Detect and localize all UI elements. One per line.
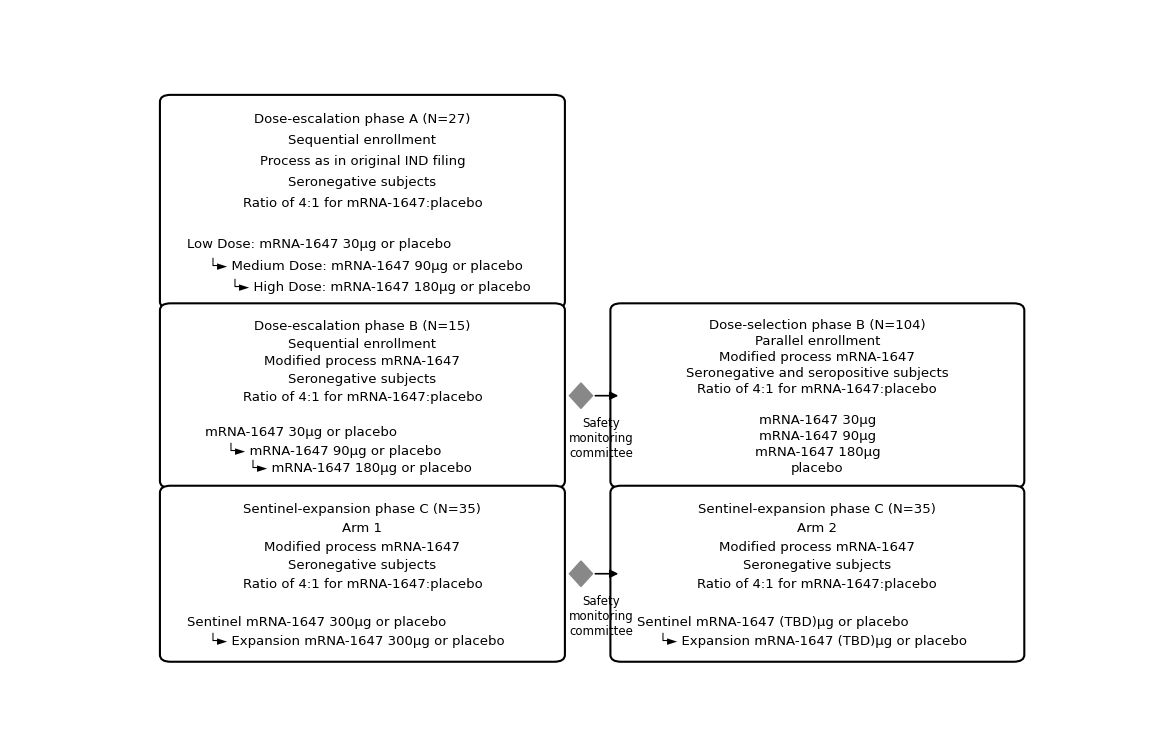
Text: Seronegative subjects: Seronegative subjects [289,373,436,386]
Text: └► Expansion mRNA-1647 (TBD)μg or placebo: └► Expansion mRNA-1647 (TBD)μg or placeb… [660,633,968,648]
Text: └► Expansion mRNA-1647 300μg or placebo: └► Expansion mRNA-1647 300μg or placebo [209,633,504,648]
Text: Dose-escalation phase A (N=27): Dose-escalation phase A (N=27) [254,114,471,126]
Text: └► mRNA-1647 90μg or placebo: └► mRNA-1647 90μg or placebo [227,442,441,458]
Text: Low Dose: mRNA-1647 30μg or placebo: Low Dose: mRNA-1647 30μg or placebo [186,238,451,251]
Text: mRNA-1647 180μg: mRNA-1647 180μg [755,446,881,459]
Text: Sequential enrollment: Sequential enrollment [289,134,436,147]
Text: mRNA-1647 30μg or placebo: mRNA-1647 30μg or placebo [205,426,397,439]
Text: mRNA-1647 90μg: mRNA-1647 90μg [759,430,876,443]
FancyBboxPatch shape [160,95,565,308]
Text: Safety
monitoring
committee: Safety monitoring committee [569,417,633,460]
Text: Sentinel-expansion phase C (N=35): Sentinel-expansion phase C (N=35) [244,503,481,516]
Text: Process as in original IND filing: Process as in original IND filing [260,155,465,168]
Text: Ratio of 4:1 for mRNA-1647:placebo: Ratio of 4:1 for mRNA-1647:placebo [698,383,937,396]
Text: Dose-escalation phase B (N=15): Dose-escalation phase B (N=15) [254,320,471,333]
Polygon shape [570,561,593,587]
FancyBboxPatch shape [160,486,565,662]
Text: Sentinel-expansion phase C (N=35): Sentinel-expansion phase C (N=35) [699,503,936,516]
FancyBboxPatch shape [160,303,565,488]
Text: Ratio of 4:1 for mRNA-1647:placebo: Ratio of 4:1 for mRNA-1647:placebo [698,578,937,591]
Text: Seronegative subjects: Seronegative subjects [289,559,436,572]
Polygon shape [570,383,593,408]
Text: Parallel enrollment: Parallel enrollment [755,335,881,348]
FancyBboxPatch shape [610,303,1024,488]
Text: Modified process mRNA-1647: Modified process mRNA-1647 [719,351,915,364]
Text: Arm 1: Arm 1 [342,522,382,535]
Text: Seronegative subjects: Seronegative subjects [744,559,891,572]
Text: Modified process mRNA-1647: Modified process mRNA-1647 [265,356,460,368]
Text: mRNA-1647 30μg: mRNA-1647 30μg [759,414,876,427]
Text: Modified process mRNA-1647: Modified process mRNA-1647 [719,541,915,553]
Text: Ratio of 4:1 for mRNA-1647:placebo: Ratio of 4:1 for mRNA-1647:placebo [243,197,482,210]
Text: Modified process mRNA-1647: Modified process mRNA-1647 [265,541,460,553]
Text: Sentinel mRNA-1647 (TBD)μg or placebo: Sentinel mRNA-1647 (TBD)μg or placebo [638,616,909,629]
Text: Arm 2: Arm 2 [798,522,838,535]
Text: Seronegative subjects: Seronegative subjects [289,176,436,189]
Text: placebo: placebo [791,462,844,475]
Text: └► High Dose: mRNA-1647 180μg or placebo: └► High Dose: mRNA-1647 180μg or placebo [231,279,531,294]
Text: Sentinel mRNA-1647 300μg or placebo: Sentinel mRNA-1647 300μg or placebo [186,616,445,629]
FancyBboxPatch shape [610,486,1024,662]
Text: Sequential enrollment: Sequential enrollment [289,338,436,350]
Text: └► Medium Dose: mRNA-1647 90μg or placebo: └► Medium Dose: mRNA-1647 90μg or placeb… [209,258,523,273]
Text: Safety
monitoring
committee: Safety monitoring committee [569,595,633,638]
Text: Ratio of 4:1 for mRNA-1647:placebo: Ratio of 4:1 for mRNA-1647:placebo [243,390,482,404]
Text: Dose-selection phase B (N=104): Dose-selection phase B (N=104) [709,320,925,332]
Text: └► mRNA-1647 180μg or placebo: └► mRNA-1647 180μg or placebo [249,460,472,475]
Text: Ratio of 4:1 for mRNA-1647:placebo: Ratio of 4:1 for mRNA-1647:placebo [243,578,482,591]
Text: Seronegative and seropositive subjects: Seronegative and seropositive subjects [686,367,948,380]
